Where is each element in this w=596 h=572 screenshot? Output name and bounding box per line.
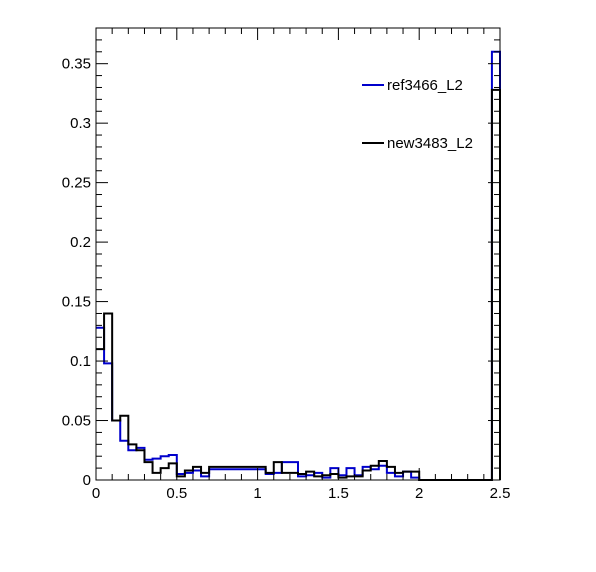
legend: ref3466_L2 new3483_L2	[362, 77, 473, 152]
x-tick-label: 0.5	[166, 485, 187, 502]
x-tick-label: 2	[415, 485, 423, 502]
y-tick-label: 0.35	[62, 56, 91, 73]
legend-label-1: ref3466_L2	[387, 77, 463, 94]
y-tick-label: 0.05	[62, 413, 91, 430]
x-tick-label: 2.5	[490, 485, 511, 502]
series-line-2	[96, 88, 501, 481]
y-tick-label: 0	[83, 472, 91, 489]
series-layer	[96, 50, 501, 481]
y-tick-label: 0.15	[62, 294, 91, 311]
y-tick-label: 0.2	[70, 234, 91, 251]
x-tick-label: 1.5	[328, 485, 349, 502]
axis-layer: 0 0.5 1 1.5 2 2.5 0 0.05 0.1 0.15 0.2 0.25 0.3 0.35	[62, 27, 511, 502]
x-tick-label: 0	[92, 485, 100, 502]
x-tick-label: 1	[253, 485, 261, 502]
y-tick-label: 0.25	[62, 175, 91, 192]
legend-label-2: new3483_L2	[387, 135, 473, 152]
series-line-1	[96, 50, 501, 481]
y-tick-label: 0.1	[70, 353, 91, 370]
y-tick-label: 0.3	[70, 115, 91, 132]
